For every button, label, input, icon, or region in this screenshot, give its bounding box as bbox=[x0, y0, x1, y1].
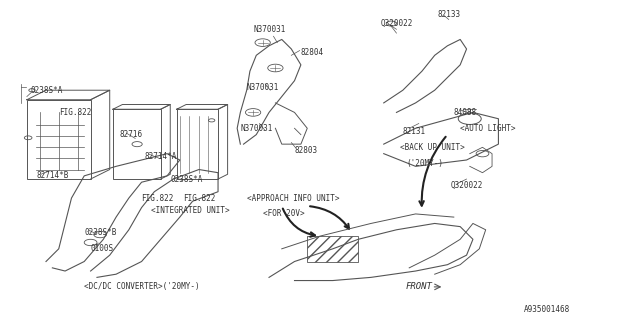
Text: 0238S*A: 0238S*A bbox=[170, 174, 203, 184]
Text: 0238S*A: 0238S*A bbox=[30, 86, 63, 95]
Text: <INTEGRATED UNIT>: <INTEGRATED UNIT> bbox=[151, 206, 230, 215]
Text: 82804: 82804 bbox=[301, 48, 324, 57]
Text: 82716: 82716 bbox=[119, 130, 142, 139]
Bar bbox=[307, 236, 358, 261]
Text: 82131: 82131 bbox=[403, 127, 426, 136]
Text: 0238S*B: 0238S*B bbox=[84, 228, 116, 237]
FancyArrowPatch shape bbox=[310, 206, 349, 229]
Text: FIG.822: FIG.822 bbox=[59, 108, 91, 117]
Text: 84088: 84088 bbox=[454, 108, 477, 117]
Text: Q320022: Q320022 bbox=[451, 181, 483, 190]
Text: FRONT: FRONT bbox=[406, 282, 433, 292]
Text: N370031: N370031 bbox=[246, 83, 279, 92]
Text: 82714*A: 82714*A bbox=[145, 152, 177, 161]
FancyArrowPatch shape bbox=[283, 209, 315, 237]
Text: 82714*B: 82714*B bbox=[36, 172, 69, 180]
Text: N370031: N370031 bbox=[253, 25, 285, 35]
Text: FIG.822: FIG.822 bbox=[141, 194, 174, 203]
Text: 82133: 82133 bbox=[438, 10, 461, 19]
Text: A935001468: A935001468 bbox=[524, 305, 570, 314]
Text: <FOR 20V>: <FOR 20V> bbox=[262, 209, 304, 219]
Text: <AUTO LIGHT>: <AUTO LIGHT> bbox=[460, 124, 516, 133]
FancyArrowPatch shape bbox=[419, 137, 445, 206]
Text: FIG.822: FIG.822 bbox=[183, 194, 216, 203]
Text: <BACK UP UNIT>: <BACK UP UNIT> bbox=[399, 143, 465, 152]
Bar bbox=[113, 109, 161, 179]
Text: ('20MY-): ('20MY-) bbox=[406, 159, 443, 168]
Text: N370031: N370031 bbox=[241, 124, 273, 133]
Bar bbox=[177, 109, 218, 179]
Text: Q320022: Q320022 bbox=[381, 19, 413, 28]
Text: 0100S: 0100S bbox=[91, 244, 114, 253]
Text: <DC/DC CONVERTER>('20MY-): <DC/DC CONVERTER>('20MY-) bbox=[84, 282, 200, 292]
Text: <APPROACH INFO UNIT>: <APPROACH INFO UNIT> bbox=[246, 194, 339, 203]
Text: 82803: 82803 bbox=[294, 146, 317, 155]
